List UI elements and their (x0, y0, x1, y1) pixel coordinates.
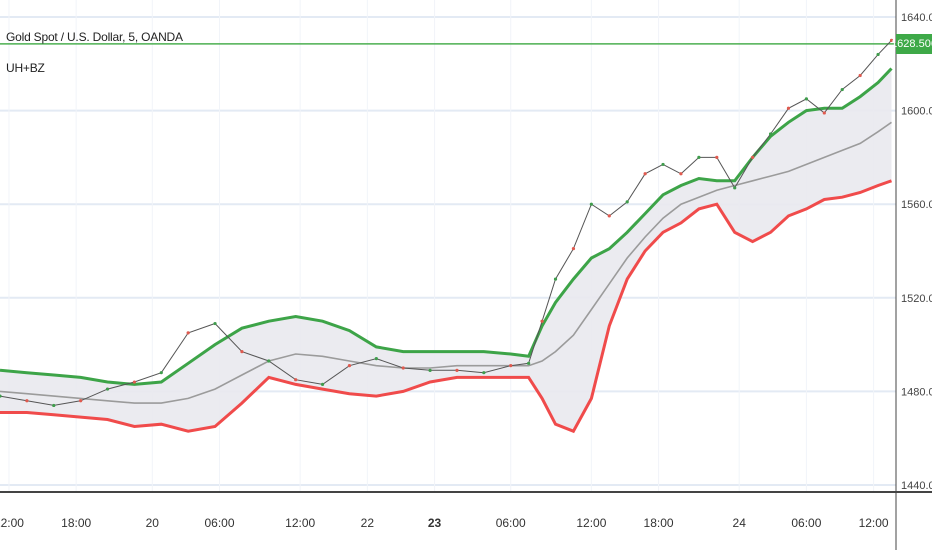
y-tick-label: 1600.000 (901, 106, 932, 118)
price-point (715, 155, 719, 159)
series-line-lower (0, 179, 892, 434)
price-point (858, 73, 862, 78)
x-tick-label: 06:00 (791, 516, 821, 530)
price-point (889, 38, 894, 43)
price-point (733, 186, 737, 190)
y-tick-label: 1440.000 (901, 480, 932, 492)
price-point (540, 319, 544, 323)
price-point (553, 277, 558, 281)
price-point (625, 200, 629, 204)
price-point (751, 155, 755, 159)
price-point (213, 321, 217, 326)
x-tick-label: 20 (146, 516, 160, 530)
x-tick-label: 23 (428, 516, 442, 530)
price-point (527, 361, 531, 365)
symbol-title: Gold Spot / U.S. Dollar, 5, OANDA (6, 30, 183, 44)
price-point (25, 399, 29, 403)
price-point (786, 106, 791, 110)
price-point (105, 387, 110, 391)
price-point (840, 87, 844, 92)
x-tick-label: 12:00 (859, 516, 889, 530)
price-point (347, 364, 352, 368)
price-point (571, 247, 576, 251)
x-tick-label: 18:00 (61, 516, 91, 530)
x-tick-label: 06:00 (205, 516, 235, 530)
series-line-basis (0, 121, 892, 404)
x-tick-label: 12:00 (285, 516, 315, 530)
price-point (186, 331, 190, 335)
price-point (294, 378, 298, 382)
x-tick-label: 22 (361, 516, 375, 530)
price-point (0, 394, 2, 398)
x-tick-label: 12:00 (576, 516, 606, 530)
x-tick-label: 06:00 (496, 516, 526, 530)
price-point (768, 132, 773, 136)
price-point (804, 97, 809, 101)
indicator-title: UH+BZ (6, 61, 45, 75)
price-point (428, 368, 432, 372)
price-point (374, 357, 378, 361)
price-point (132, 380, 136, 384)
price-point (679, 172, 683, 176)
y-tick-label: 1520.000 (901, 293, 932, 305)
band-fill (0, 68, 892, 432)
last-price-tag: 1628.506 (891, 33, 932, 54)
price-point (822, 111, 826, 115)
price-point (643, 172, 647, 176)
price-point (509, 364, 513, 368)
series-line-price (0, 40, 892, 406)
y-tick-label: 1560.000 (901, 199, 932, 211)
price-point (697, 155, 701, 159)
price-point (589, 202, 593, 206)
price-point (876, 52, 880, 57)
y-tick-label: 1640.000 (901, 12, 932, 24)
price-point (320, 382, 325, 386)
price-point (267, 359, 271, 363)
price-point (79, 399, 83, 403)
x-tick-label: 12:00 (0, 516, 24, 530)
price-point (455, 368, 459, 372)
x-tick-label: 24 (733, 516, 747, 530)
price-point (661, 162, 665, 167)
price-point (159, 371, 163, 375)
price-point (482, 371, 486, 375)
price-point (401, 366, 405, 370)
x-tick-label: 18:00 (644, 516, 674, 530)
price-point (52, 403, 56, 408)
y-tick-label: 1480.000 (901, 386, 932, 398)
price-point (607, 214, 611, 218)
price-point (240, 350, 244, 354)
